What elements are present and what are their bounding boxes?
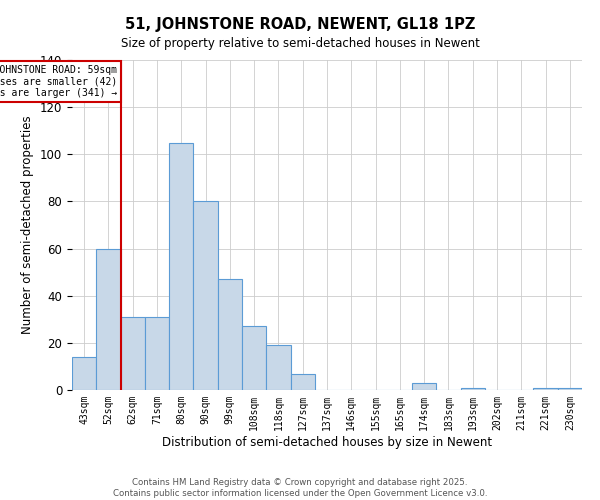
Bar: [145, 317, 169, 390]
Bar: [290, 374, 315, 390]
Bar: [461, 388, 485, 390]
Text: 51 JOHNSTONE ROAD: 59sqm
← 10% of semi-detached houses are smaller (42)
85% of s: 51 JOHNSTONE ROAD: 59sqm ← 10% of semi-d…: [0, 64, 117, 98]
Bar: [218, 279, 242, 390]
Text: 51, JOHNSTONE ROAD, NEWENT, GL18 1PZ: 51, JOHNSTONE ROAD, NEWENT, GL18 1PZ: [125, 18, 475, 32]
Bar: [242, 326, 266, 390]
Bar: [121, 317, 145, 390]
Y-axis label: Number of semi-detached properties: Number of semi-detached properties: [22, 116, 34, 334]
Bar: [533, 388, 558, 390]
Text: Contains HM Land Registry data © Crown copyright and database right 2025.
Contai: Contains HM Land Registry data © Crown c…: [113, 478, 487, 498]
Text: Size of property relative to semi-detached houses in Newent: Size of property relative to semi-detach…: [121, 38, 479, 51]
Bar: [72, 357, 96, 390]
Bar: [193, 202, 218, 390]
Bar: [412, 383, 436, 390]
X-axis label: Distribution of semi-detached houses by size in Newent: Distribution of semi-detached houses by …: [162, 436, 492, 448]
Bar: [96, 248, 121, 390]
Bar: [266, 345, 290, 390]
Bar: [169, 142, 193, 390]
Bar: [558, 388, 582, 390]
